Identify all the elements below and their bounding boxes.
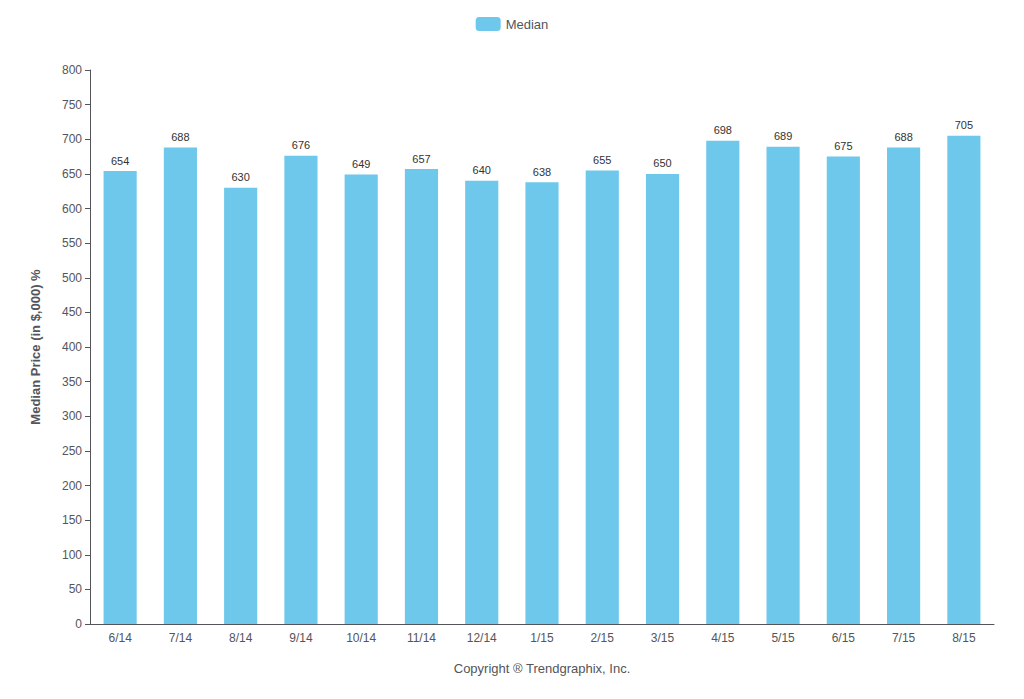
svg-text:689: 689 [774, 130, 792, 142]
svg-text:6/14: 6/14 [108, 631, 132, 645]
svg-text:649: 649 [352, 158, 370, 170]
svg-text:350: 350 [62, 375, 82, 389]
svg-text:50: 50 [69, 582, 83, 596]
svg-text:Copyright ® Trendgraphix, Inc.: Copyright ® Trendgraphix, Inc. [454, 661, 631, 676]
svg-text:Median: Median [506, 17, 549, 32]
svg-text:640: 640 [473, 164, 491, 176]
svg-text:550: 550 [62, 236, 82, 250]
svg-text:3/15: 3/15 [651, 631, 675, 645]
svg-text:750: 750 [62, 98, 82, 112]
svg-text:698: 698 [714, 124, 732, 136]
svg-text:7/15: 7/15 [892, 631, 916, 645]
svg-text:630: 630 [231, 171, 249, 183]
svg-text:657: 657 [412, 153, 430, 165]
svg-text:150: 150 [62, 513, 82, 527]
svg-text:688: 688 [171, 131, 189, 143]
svg-text:655: 655 [593, 154, 611, 166]
svg-text:800: 800 [62, 63, 82, 77]
svg-text:12/14: 12/14 [467, 631, 497, 645]
svg-text:700: 700 [62, 132, 82, 146]
svg-text:600: 600 [62, 202, 82, 216]
svg-text:100: 100 [62, 548, 82, 562]
svg-text:650: 650 [653, 157, 671, 169]
svg-text:400: 400 [62, 340, 82, 354]
svg-text:650: 650 [62, 167, 82, 181]
svg-text:676: 676 [292, 139, 310, 151]
svg-text:200: 200 [62, 479, 82, 493]
svg-text:450: 450 [62, 305, 82, 319]
svg-text:11/14: 11/14 [407, 631, 436, 645]
svg-text:675: 675 [834, 140, 852, 152]
svg-text:500: 500 [62, 271, 82, 285]
svg-text:8/15: 8/15 [952, 631, 976, 645]
svg-text:7/14: 7/14 [169, 631, 193, 645]
svg-text:10/14: 10/14 [346, 631, 376, 645]
svg-text:6/15: 6/15 [832, 631, 856, 645]
svg-text:654: 654 [111, 155, 129, 167]
svg-text:250: 250 [62, 444, 82, 458]
svg-text:4/15: 4/15 [711, 631, 735, 645]
svg-text:705: 705 [955, 119, 973, 131]
svg-text:638: 638 [533, 166, 551, 178]
svg-text:Median Price (in $,000) %: Median Price (in $,000) % [28, 269, 43, 425]
svg-text:688: 688 [894, 131, 912, 143]
svg-text:2/15: 2/15 [591, 631, 615, 645]
svg-text:8/14: 8/14 [229, 631, 253, 645]
svg-text:9/14: 9/14 [289, 631, 313, 645]
svg-text:0: 0 [75, 617, 82, 631]
svg-text:300: 300 [62, 409, 82, 423]
svg-text:1/15: 1/15 [530, 631, 554, 645]
svg-text:5/15: 5/15 [771, 631, 795, 645]
